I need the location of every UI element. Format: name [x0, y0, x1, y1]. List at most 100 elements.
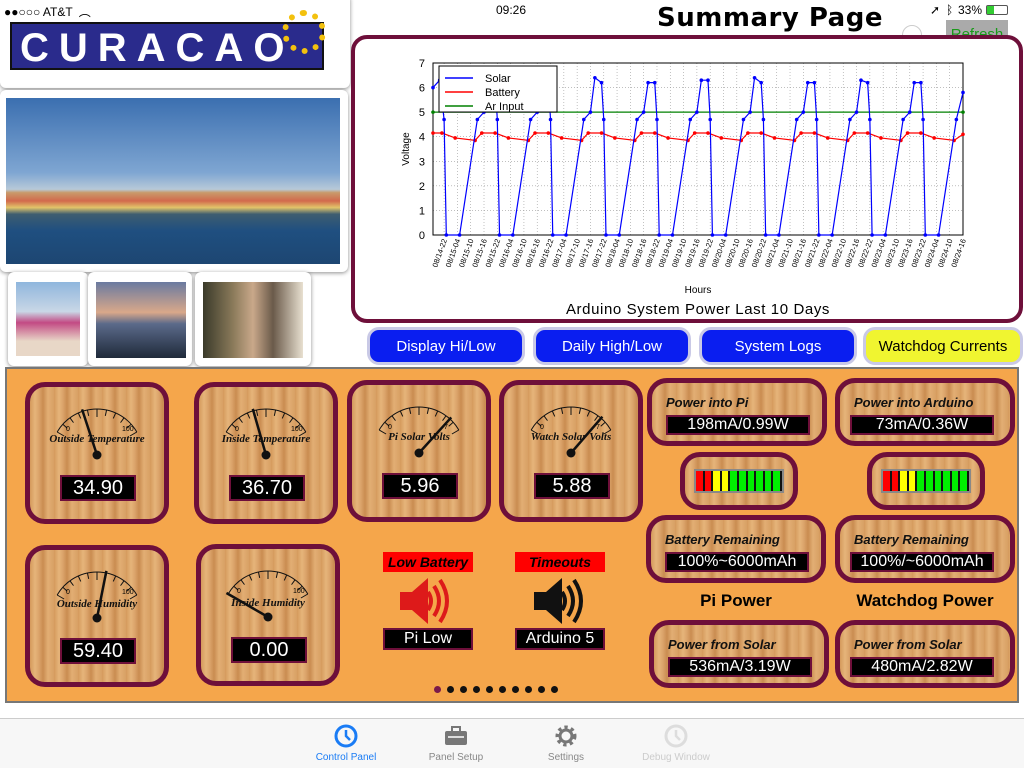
- speaker-icon[interactable]: [398, 576, 458, 626]
- watchdog-currents-button[interactable]: Watchdog Currents: [863, 327, 1023, 365]
- data-point: [706, 78, 710, 82]
- gauge-min-label: 0: [66, 426, 70, 433]
- meter-segment: [721, 471, 731, 491]
- pi-battery-remaining-box: Battery Remaining 100%~6000mAh: [646, 515, 826, 583]
- page-dot[interactable]: [512, 686, 519, 693]
- gauge-inside-humidity: 0 100 Inside Humidity 0.00: [196, 544, 340, 686]
- page-dot[interactable]: [538, 686, 545, 693]
- tab-control-panel[interactable]: Control Panel: [296, 723, 396, 763]
- page-dot[interactable]: [551, 686, 558, 693]
- legend-label: Ar Input: [485, 101, 524, 113]
- data-point: [695, 110, 699, 114]
- data-point: [865, 80, 870, 85]
- bluetooth-icon: ᛒ: [946, 3, 954, 17]
- thumbnail-photo[interactable]: [195, 272, 311, 366]
- y-tick-label: 7: [419, 58, 425, 70]
- page-dot[interactable]: [486, 686, 493, 693]
- gauge-tick: [408, 407, 412, 414]
- gauge-tick: [86, 409, 90, 416]
- logo-card: CURACAO: [0, 0, 350, 88]
- speaker-icon[interactable]: [532, 576, 592, 626]
- daily-high-low-button[interactable]: Daily High/Low: [533, 327, 691, 365]
- data-point: [859, 78, 863, 82]
- watchdog-battery-remaining-value: 100%/~6000mAh: [850, 552, 994, 572]
- gauge-tick: [112, 412, 117, 419]
- page-dot[interactable]: [499, 686, 506, 693]
- gauge-inside-temperature: 0 100 Inside Temperature 36.70: [194, 382, 338, 524]
- data-point: [657, 233, 661, 237]
- thumbnail-photo[interactable]: [88, 272, 192, 366]
- tab-label: Debug Window: [642, 752, 710, 763]
- page-indicator[interactable]: [434, 686, 558, 693]
- gauge-max-label: 100: [122, 589, 134, 596]
- gauge-tick: [86, 572, 90, 579]
- toolbox-icon: [445, 726, 467, 745]
- gauge-tick: [434, 410, 439, 417]
- data-point: [599, 80, 604, 85]
- data-point: [752, 75, 757, 80]
- page-dot[interactable]: [447, 686, 454, 693]
- gauge-min-label: 0: [237, 588, 241, 595]
- y-tick-label: 2: [419, 181, 425, 193]
- page-title: Summary Page: [657, 3, 883, 33]
- gauge-tick: [551, 410, 556, 417]
- meter-segment: [943, 471, 952, 491]
- battery-remaining-label: Battery Remaining: [665, 532, 780, 547]
- gauge-tick: [560, 407, 564, 414]
- data-point: [708, 117, 712, 122]
- gauge-value: 36.70: [229, 475, 305, 501]
- gauge-arc: [56, 408, 138, 433]
- data-point: [564, 233, 568, 237]
- gauge-arc: [530, 406, 612, 431]
- gauge-arc: [225, 408, 307, 433]
- page-dot[interactable]: [434, 686, 441, 693]
- gauge-tick: [56, 431, 65, 437]
- page-dot[interactable]: [460, 686, 467, 693]
- gauge-hub: [92, 613, 102, 623]
- tab-settings[interactable]: Settings: [516, 723, 616, 763]
- system-logs-button[interactable]: System Logs: [699, 327, 857, 365]
- power-into-pi-value: 198mA/0.99W: [666, 415, 810, 435]
- battery-icon: [986, 5, 1008, 15]
- legend: [438, 65, 558, 113]
- battery-remaining-label: Battery Remaining: [854, 532, 969, 547]
- data-point: [921, 117, 925, 122]
- data-point: [586, 131, 591, 135]
- harbor-photo: [6, 98, 340, 264]
- data-point: [613, 136, 617, 140]
- data-point: [493, 131, 497, 135]
- curacao-logo: CURACAO: [10, 22, 324, 70]
- data-point: [759, 131, 764, 135]
- meter-segment: [704, 471, 714, 491]
- gauge-tick: [281, 412, 286, 419]
- gauge-value: 34.90: [60, 475, 136, 501]
- thumbnail-photo[interactable]: [8, 272, 88, 366]
- display-hi-low-button[interactable]: Display Hi/Low: [367, 327, 525, 365]
- data-point: [440, 131, 444, 135]
- data-point: [710, 233, 715, 237]
- page-dot[interactable]: [473, 686, 480, 693]
- tab-debug-window[interactable]: Debug Window: [626, 723, 726, 763]
- page-dot[interactable]: [525, 686, 532, 693]
- gauge-tick: [273, 409, 277, 416]
- gauge-value: 5.96: [382, 473, 458, 499]
- gauge-tick: [69, 417, 74, 423]
- data-point: [901, 117, 905, 122]
- gauge-tick: [248, 574, 253, 581]
- gauge-arc: [56, 571, 138, 596]
- gauge-tick: [231, 423, 237, 429]
- gauge-tick: [56, 594, 65, 600]
- tab-panel-setup[interactable]: Panel Setup: [406, 723, 506, 763]
- gauge-tick: [448, 421, 454, 427]
- data-point: [746, 131, 750, 135]
- gauge-value: 59.40: [60, 638, 136, 664]
- data-point: [923, 233, 928, 237]
- data-point: [506, 136, 511, 140]
- meter-segment: [747, 471, 757, 491]
- power-into-arduino-label: Power into Arduino: [854, 395, 974, 410]
- location-icon: ➚: [930, 3, 941, 17]
- gauge-hub: [92, 450, 102, 460]
- data-point: [588, 110, 593, 114]
- power-chart: 08/14-2208/15-0408/15-1008/15-1608/15-22…: [401, 58, 968, 318]
